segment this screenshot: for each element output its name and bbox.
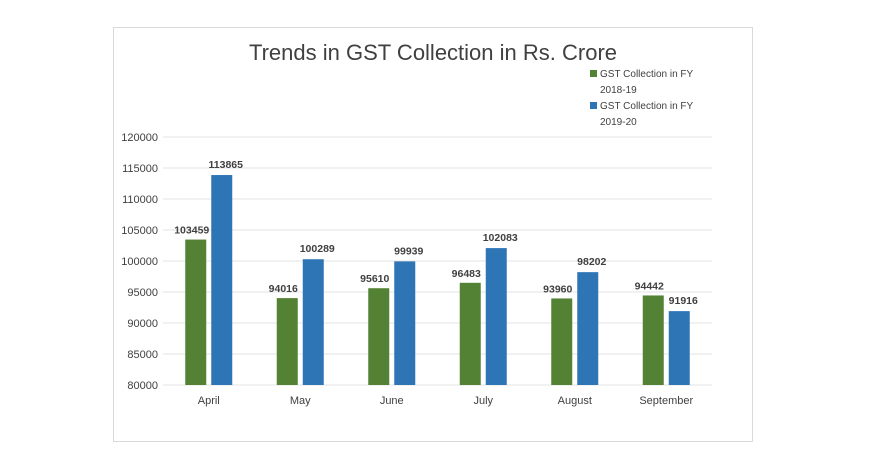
data-label: 94442	[635, 280, 664, 292]
data-label: 100289	[300, 243, 335, 255]
chart-frame	[113, 27, 753, 442]
legend-label: 2019-20	[600, 117, 637, 128]
chart-title: Trends in GST Collection in Rs. Crore	[249, 40, 617, 65]
data-label: 91916	[669, 295, 698, 307]
y-tick-label: 85000	[127, 349, 158, 361]
bar	[485, 248, 507, 385]
data-label: 96483	[452, 268, 481, 280]
bar	[302, 259, 324, 385]
bar	[276, 298, 298, 385]
bar	[551, 298, 573, 385]
bar	[668, 311, 690, 385]
y-tick-label: 105000	[121, 225, 158, 237]
data-label: 103459	[174, 225, 209, 237]
y-tick-label: 95000	[127, 287, 158, 299]
data-label: 95610	[360, 273, 389, 285]
y-tick-label: 115000	[122, 163, 158, 175]
x-tick-label: August	[558, 395, 592, 407]
legend-label: 2018-19	[600, 85, 637, 96]
data-label: 102083	[483, 232, 518, 244]
bar	[394, 261, 416, 385]
x-tick-label: September	[639, 395, 693, 407]
legend-label: GST Collection in FY	[600, 101, 694, 112]
y-tick-label: 80000	[127, 380, 158, 392]
x-tick-label: July	[473, 395, 493, 407]
bar	[185, 239, 207, 385]
bar	[642, 295, 664, 385]
legend-label: GST Collection in FY	[600, 69, 694, 80]
y-tick-label: 100000	[121, 256, 158, 268]
data-label: 99939	[394, 245, 423, 257]
x-tick-label: May	[290, 395, 311, 407]
x-tick-label: April	[198, 395, 220, 407]
bar	[211, 175, 233, 385]
data-label: 94016	[269, 283, 298, 295]
y-tick-label: 120000	[121, 132, 158, 144]
data-label: 93960	[543, 283, 572, 295]
y-tick-label: 90000	[127, 318, 158, 330]
bar	[577, 272, 599, 385]
bar	[368, 288, 390, 385]
bar	[459, 282, 481, 385]
data-label: 113865	[209, 159, 244, 171]
legend-swatch	[590, 102, 597, 109]
y-tick-label: 110000	[122, 194, 158, 206]
data-label: 98202	[577, 256, 606, 268]
x-tick-label: June	[380, 395, 404, 407]
legend-swatch	[590, 70, 597, 77]
